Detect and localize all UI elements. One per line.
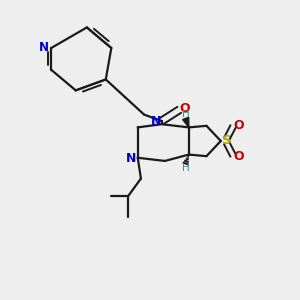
Text: S: S (222, 134, 232, 148)
Polygon shape (183, 117, 189, 128)
Text: H: H (182, 163, 190, 173)
Text: O: O (180, 102, 190, 115)
Text: N: N (126, 152, 136, 165)
Text: H: H (182, 109, 190, 119)
Text: O: O (233, 118, 244, 131)
Text: N: N (39, 41, 49, 55)
Text: O: O (233, 151, 244, 164)
Text: N: N (151, 115, 161, 128)
